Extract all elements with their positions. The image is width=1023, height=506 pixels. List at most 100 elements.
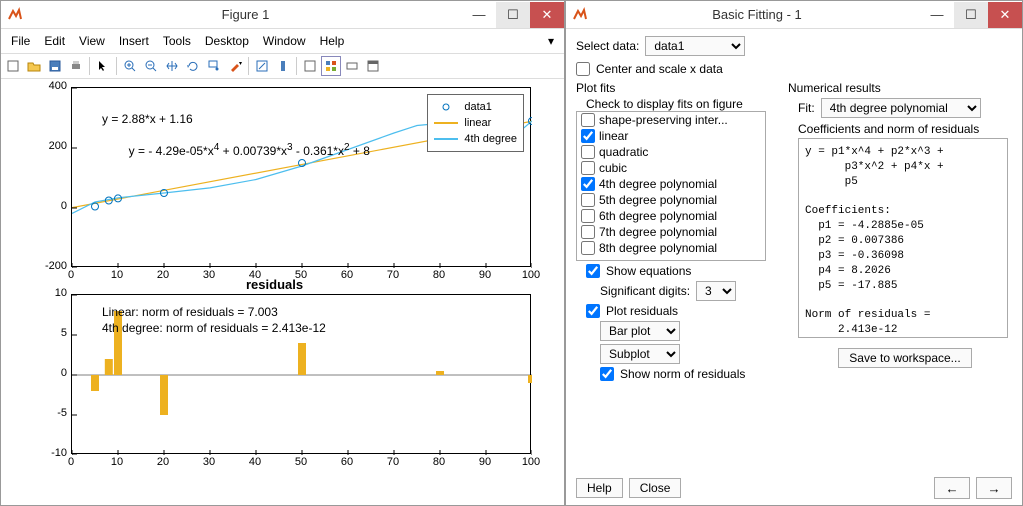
fit-checkbox[interactable]: [581, 193, 595, 207]
coefficients-label: Coefficients and norm of residuals: [798, 122, 1012, 136]
save-workspace-button[interactable]: Save to workspace...: [838, 348, 971, 368]
residuals-location-dropdown[interactable]: Subplot: [600, 344, 680, 364]
prev-page-button[interactable]: ←: [934, 477, 970, 499]
xtick-label: 10: [107, 456, 127, 468]
legend-item-4thdeg[interactable]: 4th degree: [434, 131, 517, 147]
fit-checkbox[interactable]: [581, 177, 595, 191]
fit-item[interactable]: 5th degree polynomial: [577, 192, 765, 208]
new-figure-icon[interactable]: [3, 56, 23, 76]
legend[interactable]: data1 linear 4th degree: [427, 94, 524, 152]
next-page-button[interactable]: →: [976, 477, 1012, 499]
select-data-dropdown[interactable]: data1: [645, 36, 745, 56]
show-norm-label: Show norm of residuals: [620, 367, 745, 381]
figure-titlebar: Figure 1 — ☐ ✕: [1, 1, 564, 29]
legend-icon[interactable]: [300, 56, 320, 76]
legend-item-data1[interactable]: data1: [434, 99, 517, 115]
fit-checkbox[interactable]: [581, 241, 595, 255]
fit-item[interactable]: 4th degree polynomial: [577, 176, 765, 192]
fit-checkbox[interactable]: [581, 145, 595, 159]
hide-tools-icon[interactable]: [342, 56, 362, 76]
link-icon[interactable]: [252, 56, 272, 76]
legend-label: linear: [464, 117, 491, 129]
legend-label: 4th degree: [464, 133, 517, 145]
fit-item[interactable]: shape-preserving inter...: [577, 112, 765, 128]
pointer-icon[interactable]: [93, 56, 113, 76]
fit-label: linear: [599, 129, 628, 143]
show-norm-checkbox[interactable]: [600, 367, 614, 381]
close-window-button[interactable]: ✕: [530, 2, 564, 28]
legend-item-linear[interactable]: linear: [434, 115, 517, 131]
fit-item[interactable]: 8th degree polynomial: [577, 240, 765, 256]
menu-desktop[interactable]: Desktop: [199, 31, 255, 51]
rotate-icon[interactable]: [183, 56, 203, 76]
results-textbox[interactable]: y = p1*x^4 + p2*x^3 + p3*x^2 + p4*x + p5…: [798, 138, 1008, 338]
menu-tools[interactable]: Tools: [157, 31, 197, 51]
residuals-text-4thdeg: 4th degree: norm of residuals = 2.413e-1…: [102, 321, 326, 335]
center-scale-checkbox[interactable]: [576, 62, 590, 76]
xtick-label: 10: [107, 269, 127, 281]
figure-toolbar: ▾: [1, 54, 564, 79]
help-button[interactable]: Help: [576, 478, 623, 498]
xtick-label: 40: [245, 269, 265, 281]
ytick-label: 5: [41, 327, 67, 339]
menu-window[interactable]: Window: [257, 31, 312, 51]
ploteditor-icon[interactable]: [321, 56, 341, 76]
fit-checkbox[interactable]: [581, 225, 595, 239]
menu-help[interactable]: Help: [314, 31, 351, 51]
sig-digits-dropdown[interactable]: 3: [696, 281, 736, 301]
fit-label: quadratic: [599, 145, 648, 159]
xtick-label: 20: [153, 456, 173, 468]
minimize-button[interactable]: —: [920, 2, 954, 28]
numerical-results-panel: Numerical results Fit: 4th degree polyno…: [788, 79, 1012, 471]
print-icon[interactable]: [66, 56, 86, 76]
figure-title: Figure 1: [29, 7, 462, 22]
minimize-button[interactable]: —: [462, 2, 496, 28]
axes-residuals[interactable]: Linear: norm of residuals = 7.003 4th de…: [71, 294, 531, 454]
plot-fits-panel: Plot fits Check to display fits on figur…: [576, 79, 776, 471]
fit-item[interactable]: cubic: [577, 160, 765, 176]
fitting-titlebar: Basic Fitting - 1 — ☐ ✕: [566, 1, 1022, 29]
numerical-results-label: Numerical results: [788, 81, 1012, 95]
save-icon[interactable]: [45, 56, 65, 76]
fit-label: 7th degree polynomial: [599, 225, 717, 239]
menu-edit[interactable]: Edit: [38, 31, 71, 51]
menu-overflow-icon[interactable]: ▾: [542, 31, 560, 51]
colorbar-icon[interactable]: [273, 56, 293, 76]
dock-icon[interactable]: [363, 56, 383, 76]
menu-file[interactable]: File: [5, 31, 36, 51]
fit-dropdown[interactable]: 4th degree polynomial: [821, 98, 981, 118]
close-window-button[interactable]: ✕: [988, 2, 1022, 28]
show-equations-label: Show equations: [606, 264, 691, 278]
pan-icon[interactable]: [162, 56, 182, 76]
plot-residuals-label: Plot residuals: [606, 304, 678, 318]
fit-checkbox[interactable]: [581, 113, 595, 127]
datatip-icon[interactable]: [204, 56, 224, 76]
zoom-out-icon[interactable]: [141, 56, 161, 76]
menu-view[interactable]: View: [73, 31, 111, 51]
brush-icon[interactable]: ▾: [225, 56, 245, 76]
fit-label: shape-preserving inter...: [599, 113, 728, 127]
plot-fits-label: Plot fits: [576, 81, 776, 95]
fit-item[interactable]: quadratic: [577, 144, 765, 160]
fit-label: Fit:: [798, 101, 815, 115]
fits-listbox[interactable]: shape-preserving inter... linear quadratic…: [576, 111, 766, 261]
menu-insert[interactable]: Insert: [113, 31, 155, 51]
open-icon[interactable]: [24, 56, 44, 76]
fit-checkbox[interactable]: [581, 161, 595, 175]
fit-checkbox[interactable]: [581, 209, 595, 223]
axes-top[interactable]: data1 linear 4th degree y = 2.88*x + 1.1…: [71, 87, 531, 267]
show-equations-checkbox[interactable]: [586, 264, 600, 278]
maximize-button[interactable]: ☐: [496, 2, 530, 28]
plot-residuals-checkbox[interactable]: [586, 304, 600, 318]
zoom-in-icon[interactable]: [120, 56, 140, 76]
fit-checkbox[interactable]: [581, 129, 595, 143]
maximize-button[interactable]: ☐: [954, 2, 988, 28]
fit-item[interactable]: 7th degree polynomial: [577, 224, 765, 240]
close-button[interactable]: Close: [629, 478, 682, 498]
sig-digits-label: Significant digits:: [600, 284, 690, 298]
fit-item[interactable]: linear: [577, 128, 765, 144]
fit-item[interactable]: 6th degree polynomial: [577, 208, 765, 224]
residuals-type-dropdown[interactable]: Bar plot: [600, 321, 680, 341]
center-scale-label: Center and scale x data: [596, 62, 723, 76]
ytick-label: -5: [41, 407, 67, 419]
